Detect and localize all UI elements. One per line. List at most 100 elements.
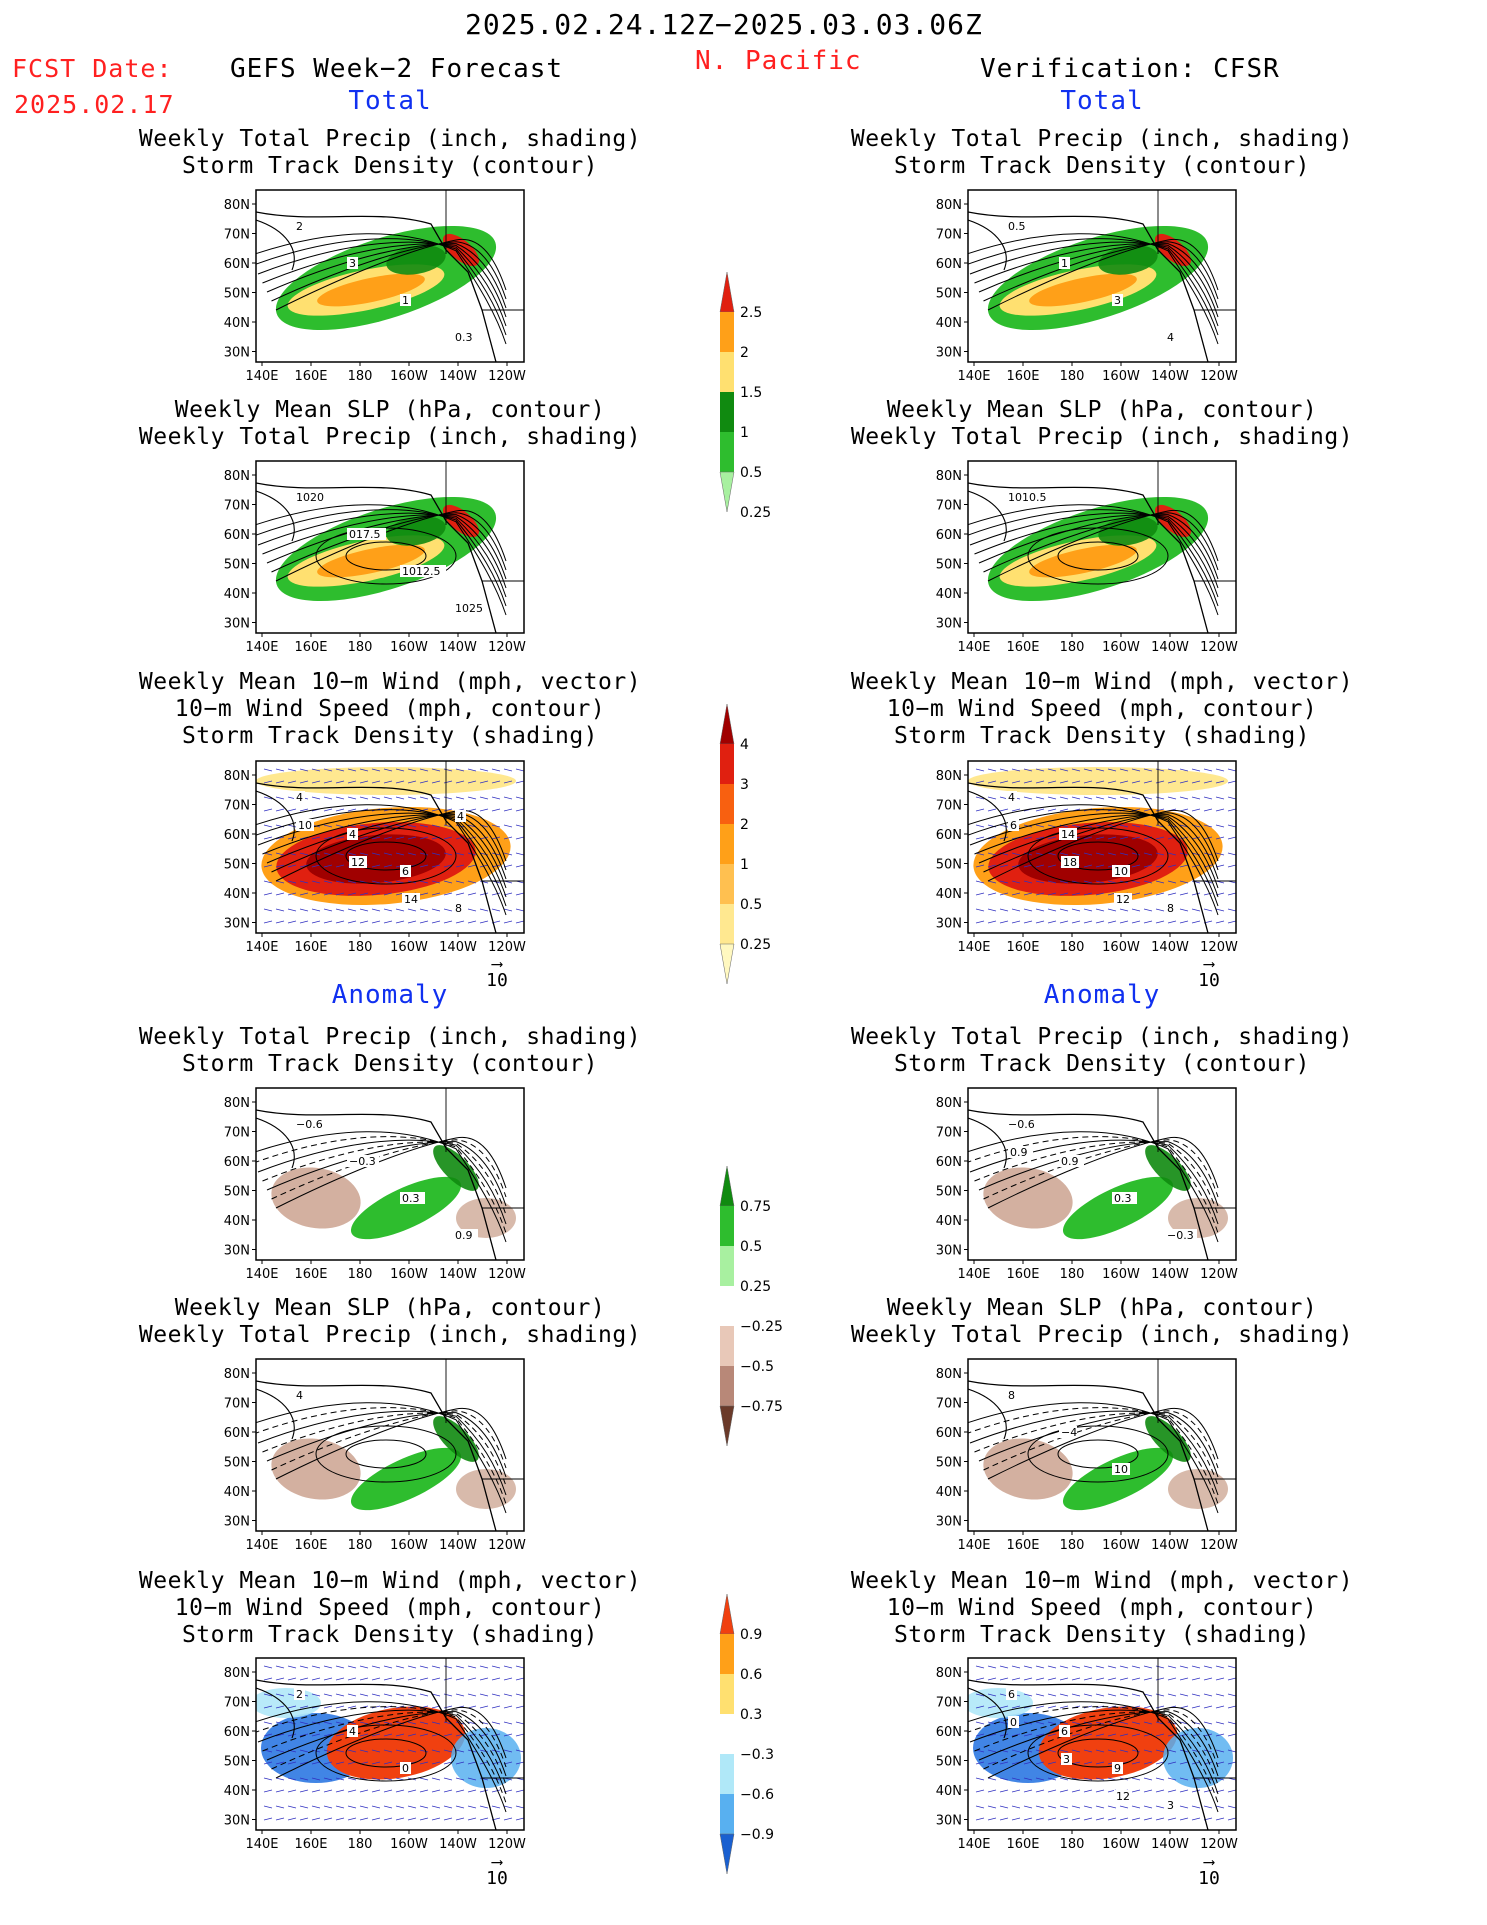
wind-vector <box>1215 796 1225 800</box>
wind-vector <box>1011 1677 1021 1681</box>
lat-label: 80N <box>224 198 250 213</box>
wind-vector <box>419 1677 429 1681</box>
lat-label: 40N <box>224 316 250 331</box>
contour-label-bg <box>1112 1463 1130 1475</box>
lon-label: 120W <box>1200 1837 1238 1852</box>
wind-vector <box>1071 1789 1081 1793</box>
wind-vector <box>467 1665 477 1669</box>
wind-vector <box>1023 880 1033 884</box>
wind-vector <box>1155 1789 1165 1793</box>
wind-vector <box>335 1777 345 1781</box>
colorbar-label: 3 <box>740 777 749 793</box>
wind-vector <box>1083 880 1093 884</box>
wind-vector <box>335 1705 345 1709</box>
wind-vector <box>1203 1805 1213 1809</box>
contour-line <box>968 804 1219 916</box>
lon-label: 160W <box>1102 940 1140 955</box>
wind-vector <box>1179 1733 1189 1737</box>
wind-vector <box>395 1665 405 1669</box>
map-frame <box>255 1657 525 1831</box>
wind-vector <box>1167 920 1177 924</box>
wind-vector <box>299 1733 309 1737</box>
wind-vector <box>359 1789 369 1793</box>
wind-vector <box>491 808 501 812</box>
title-fc-total-slp: Weekly Mean SLP (hPa, contour) Weekly Tot… <box>138 397 642 450</box>
vector-ref-fc-anom: ⟶ 10 <box>482 1854 512 1890</box>
wind-vector <box>311 864 321 868</box>
wind-vector <box>371 1789 381 1793</box>
wind-vector <box>359 1693 369 1697</box>
shading-region <box>350 1176 462 1240</box>
wind-vector <box>275 1749 285 1753</box>
wind-vector <box>263 836 273 840</box>
wind-vector <box>395 780 405 784</box>
wind-vector <box>467 808 477 812</box>
wind-vector <box>1011 880 1021 884</box>
lon-label: 140W <box>439 1837 477 1852</box>
contour-line <box>256 504 507 616</box>
wind-vector <box>1011 1705 1021 1709</box>
wind-vector <box>347 1665 357 1669</box>
wind-vector <box>1059 1693 1069 1697</box>
wind-vector <box>1095 796 1105 800</box>
contour-line <box>968 1131 1219 1243</box>
wind-vector <box>1143 908 1153 912</box>
coastline <box>256 1109 497 1260</box>
wind-vector <box>1155 1705 1165 1709</box>
contour-label-bg <box>296 819 314 831</box>
wind-vector <box>1155 1693 1165 1697</box>
wind-vector <box>1095 836 1105 840</box>
wind-vector <box>1023 1761 1033 1765</box>
wind-vector <box>1179 808 1189 812</box>
wind-vector <box>999 780 1009 784</box>
wind-vector <box>1143 1665 1153 1669</box>
wind-vector <box>467 1677 477 1681</box>
lat-label: 50N <box>224 287 250 302</box>
colorbar-segment <box>720 1674 734 1714</box>
wind-vector <box>1215 1749 1225 1753</box>
contour-label: 4 <box>349 1725 356 1738</box>
vector-ref-fc-total: ⟶ 10 <box>482 956 512 992</box>
wind-vector <box>1191 1789 1201 1793</box>
lat-label: 50N <box>936 558 962 573</box>
wind-vector <box>1143 1817 1153 1821</box>
contour-line <box>275 1706 507 1779</box>
wind-vector <box>975 1817 985 1821</box>
wind-vector <box>383 1721 393 1725</box>
lat-label: 70N <box>224 228 250 243</box>
lon-label: 140E <box>957 940 990 955</box>
map-frame <box>255 189 525 363</box>
wind-vector <box>1191 1665 1201 1669</box>
wind-vector <box>1047 892 1057 896</box>
wind-vector <box>1047 908 1057 912</box>
wind-vector <box>395 836 405 840</box>
wind-vector <box>1155 824 1165 828</box>
contour-label-bg <box>400 1762 411 1774</box>
contour-line <box>983 1139 1219 1200</box>
wind-vector <box>1167 796 1177 800</box>
contour-line <box>275 1136 507 1209</box>
wind-vector <box>1095 864 1105 868</box>
wind-vector <box>407 908 417 912</box>
wind-vector <box>1191 1705 1201 1709</box>
wind-vector <box>407 824 417 828</box>
wind-vector <box>1035 880 1045 884</box>
contour-label-bg <box>1061 856 1079 868</box>
wind-vector <box>1083 1733 1093 1737</box>
wind-vector <box>1131 768 1141 772</box>
wind-vector <box>431 908 441 912</box>
wind-vector <box>323 1721 333 1725</box>
coastline <box>256 482 497 633</box>
shading-region <box>983 1438 1073 1500</box>
title-vf-total-slp: Weekly Mean SLP (hPa, contour) Weekly Tot… <box>850 397 1354 450</box>
lat-label: 60N <box>936 1155 962 1170</box>
wind-vector <box>1095 1693 1105 1697</box>
colorbar-segment <box>720 1286 734 1326</box>
lon-label: 160E <box>1006 1267 1039 1282</box>
wind-vector <box>1011 920 1021 924</box>
wind-vector <box>1011 1761 1021 1765</box>
wind-vector <box>1215 1817 1225 1821</box>
colorbar-segment <box>720 824 734 864</box>
wind-vector <box>987 1677 997 1681</box>
wind-vector <box>1143 852 1153 856</box>
